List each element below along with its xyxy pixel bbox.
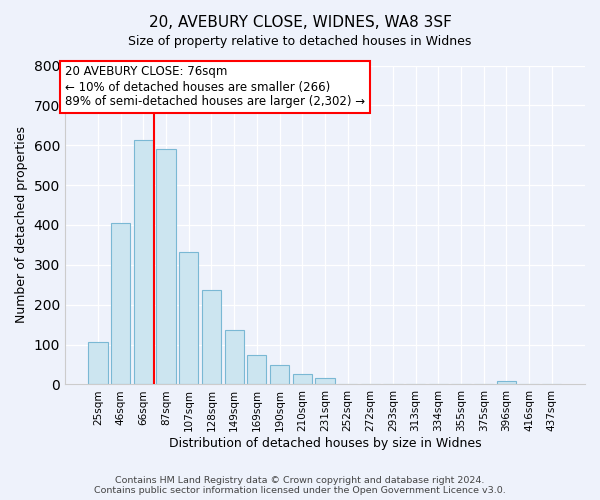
Bar (224, 330, 244, 384)
Bar (134, 140, 153, 384)
Bar (270, 365, 289, 384)
Bar (179, 252, 199, 384)
Bar (293, 374, 312, 384)
Bar (111, 223, 130, 384)
X-axis label: Distribution of detached houses by size in Widnes: Distribution of detached houses by size … (169, 437, 481, 450)
Text: 20, AVEBURY CLOSE, WIDNES, WA8 3SF: 20, AVEBURY CLOSE, WIDNES, WA8 3SF (149, 15, 451, 30)
Bar (157, 149, 176, 384)
Bar (88, 342, 108, 384)
Text: Contains HM Land Registry data © Crown copyright and database right 2024.
Contai: Contains HM Land Registry data © Crown c… (94, 476, 506, 495)
Bar (202, 290, 221, 384)
Bar (497, 382, 516, 384)
Text: Size of property relative to detached houses in Widnes: Size of property relative to detached ho… (128, 35, 472, 48)
Text: 20 AVEBURY CLOSE: 76sqm
← 10% of detached houses are smaller (266)
89% of semi-d: 20 AVEBURY CLOSE: 76sqm ← 10% of detache… (65, 66, 365, 108)
Bar (315, 378, 335, 384)
Bar (247, 354, 266, 384)
Y-axis label: Number of detached properties: Number of detached properties (15, 126, 28, 324)
